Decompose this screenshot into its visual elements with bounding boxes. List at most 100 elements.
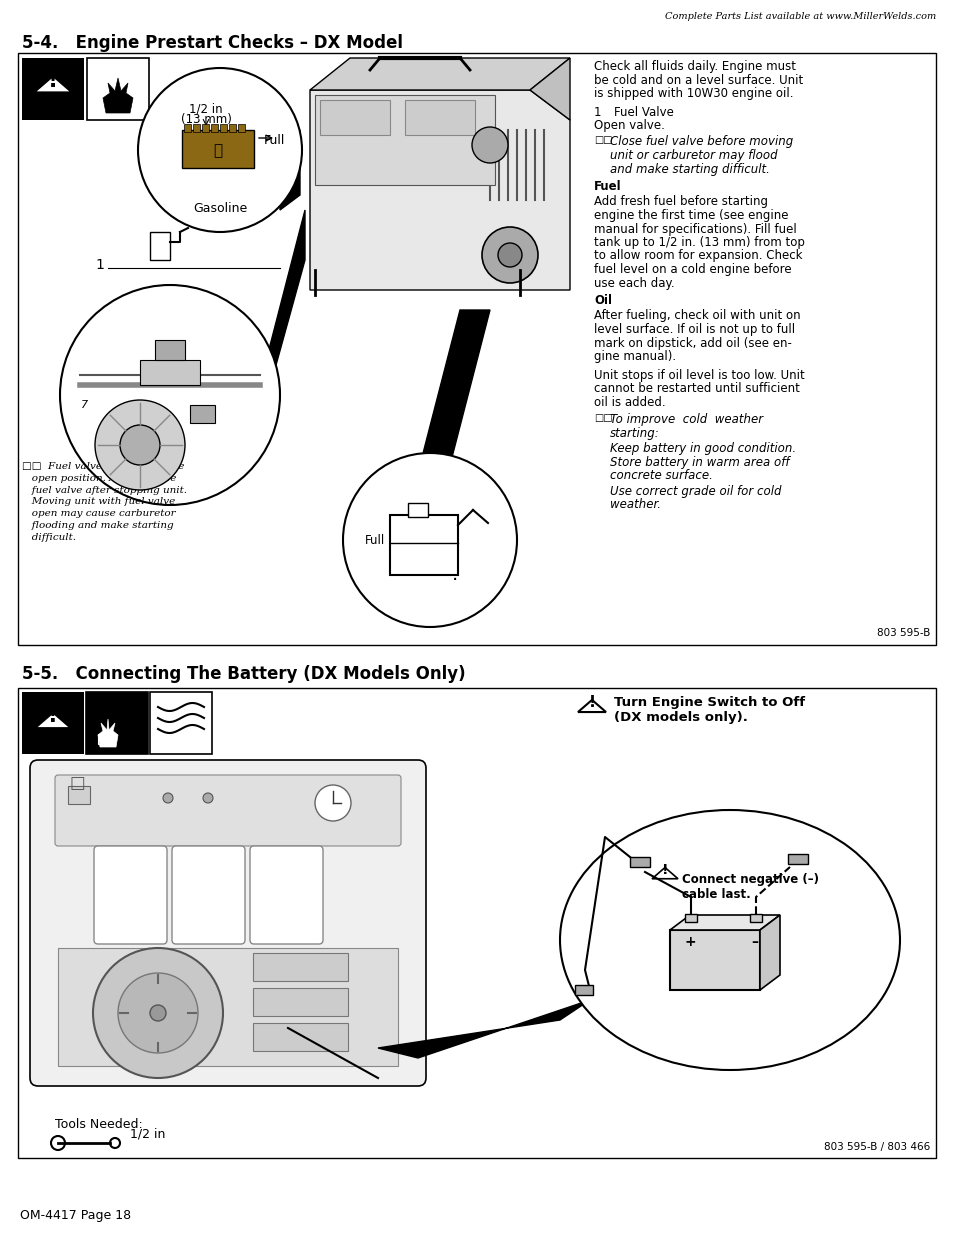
Bar (253, 988, 348, 1016)
FancyBboxPatch shape (30, 760, 426, 1086)
Bar (22, 692, 84, 755)
Polygon shape (280, 130, 299, 210)
Bar (68, 785, 90, 804)
Bar (140, 359, 200, 385)
Text: Add fresh fuel before starting: Add fresh fuel before starting (594, 195, 767, 209)
Bar (182, 130, 253, 168)
Text: 1: 1 (594, 105, 601, 119)
Bar (408, 503, 428, 517)
Circle shape (150, 1005, 166, 1021)
Text: Use correct grade oil for cold: Use correct grade oil for cold (609, 485, 781, 498)
Text: use each day.: use each day. (594, 277, 674, 289)
Polygon shape (419, 310, 490, 466)
Bar (787, 853, 807, 864)
Bar (314, 95, 495, 185)
Polygon shape (98, 719, 118, 747)
Polygon shape (377, 1000, 589, 1058)
Text: be cold and on a level surface. Unit: be cold and on a level surface. Unit (594, 74, 802, 86)
Text: After fueling, check oil with unit on: After fueling, check oil with unit on (594, 310, 800, 322)
Text: .: . (452, 566, 457, 584)
Bar (18, 688, 935, 1158)
Text: □: □ (70, 774, 86, 792)
Text: ⛽: ⛽ (213, 143, 222, 158)
Polygon shape (310, 58, 569, 90)
Text: Fuel Valve: Fuel Valve (614, 105, 673, 119)
Text: Close fuel valve before moving: Close fuel valve before moving (609, 136, 792, 148)
Text: Fuel: Fuel (594, 180, 621, 193)
FancyBboxPatch shape (172, 846, 245, 944)
Text: □□: □□ (594, 414, 612, 424)
Text: Unit stops if oil level is too low. Unit: Unit stops if oil level is too low. Unit (594, 369, 804, 382)
Bar (150, 692, 212, 755)
Bar (22, 58, 84, 120)
Circle shape (497, 243, 521, 267)
Text: !: ! (661, 863, 667, 877)
Bar (58, 948, 397, 1066)
Text: starting:: starting: (609, 427, 659, 440)
Text: □□: □□ (594, 136, 612, 146)
Text: To improve  cold  weather: To improve cold weather (609, 414, 762, 426)
Text: !: ! (48, 706, 58, 726)
Bar (629, 857, 649, 867)
FancyBboxPatch shape (94, 846, 167, 944)
Text: Check all fluids daily. Engine must: Check all fluids daily. Engine must (594, 61, 795, 73)
Bar (211, 124, 218, 132)
Bar (193, 124, 200, 132)
Text: Tools Needed:: Tools Needed: (55, 1118, 143, 1131)
Bar (669, 930, 760, 990)
Text: Open valve.: Open valve. (594, 119, 664, 132)
Polygon shape (578, 700, 605, 713)
Ellipse shape (559, 810, 899, 1070)
Circle shape (95, 400, 185, 490)
Circle shape (92, 948, 223, 1078)
Text: Gasoline: Gasoline (193, 203, 247, 215)
FancyBboxPatch shape (250, 846, 323, 944)
Text: cannot be restarted until sufficient: cannot be restarted until sufficient (594, 383, 799, 395)
Bar (184, 124, 191, 132)
Bar (202, 124, 209, 132)
Text: -  +: - + (100, 734, 112, 740)
Text: Oil: Oil (594, 294, 612, 308)
Polygon shape (33, 75, 73, 93)
Bar (87, 58, 149, 120)
Circle shape (203, 793, 213, 803)
Circle shape (118, 973, 198, 1053)
Text: !: ! (588, 695, 595, 710)
Circle shape (120, 425, 160, 466)
Bar (749, 914, 761, 923)
Text: is shipped with 10W30 engine oil.: is shipped with 10W30 engine oil. (594, 86, 793, 100)
Text: engine the first time (see engine: engine the first time (see engine (594, 209, 788, 222)
Bar (98, 734, 113, 743)
Bar (150, 232, 170, 261)
Polygon shape (265, 210, 305, 405)
Text: –: – (751, 935, 758, 948)
Polygon shape (34, 713, 71, 729)
Text: +: + (683, 935, 695, 948)
Text: 803 595-B: 803 595-B (876, 629, 929, 638)
Bar (86, 692, 148, 755)
Text: mark on dipstick, add oil (see en-: mark on dipstick, add oil (see en- (594, 336, 791, 350)
Bar (18, 53, 935, 645)
Text: 5-5.   Connecting The Battery (DX Models Only): 5-5. Connecting The Battery (DX Models O… (22, 664, 465, 683)
Circle shape (481, 227, 537, 283)
Text: 1/2 in: 1/2 in (130, 1128, 165, 1140)
Bar (390, 515, 457, 576)
Circle shape (314, 785, 351, 821)
Circle shape (343, 453, 517, 627)
Text: tank up to 1/2 in. (13 mm) from top: tank up to 1/2 in. (13 mm) from top (594, 236, 804, 249)
Text: Full: Full (264, 135, 285, 147)
Text: Connect negative (–)
cable last.: Connect negative (–) cable last. (681, 873, 818, 902)
Polygon shape (310, 90, 569, 290)
Polygon shape (651, 867, 678, 879)
Text: Full: Full (364, 535, 385, 547)
Polygon shape (530, 58, 569, 120)
Circle shape (472, 127, 507, 163)
Text: fuel level on a cold engine before: fuel level on a cold engine before (594, 263, 791, 275)
Text: Complete Parts List available at www.MillerWelds.com: Complete Parts List available at www.Mil… (664, 12, 935, 21)
Bar (237, 124, 245, 132)
Bar (253, 1023, 348, 1051)
FancyBboxPatch shape (55, 776, 400, 846)
Text: concrete surface.: concrete surface. (609, 469, 712, 483)
Text: oil is added.: oil is added. (594, 396, 665, 409)
Text: and make starting difficult.: and make starting difficult. (609, 163, 769, 175)
